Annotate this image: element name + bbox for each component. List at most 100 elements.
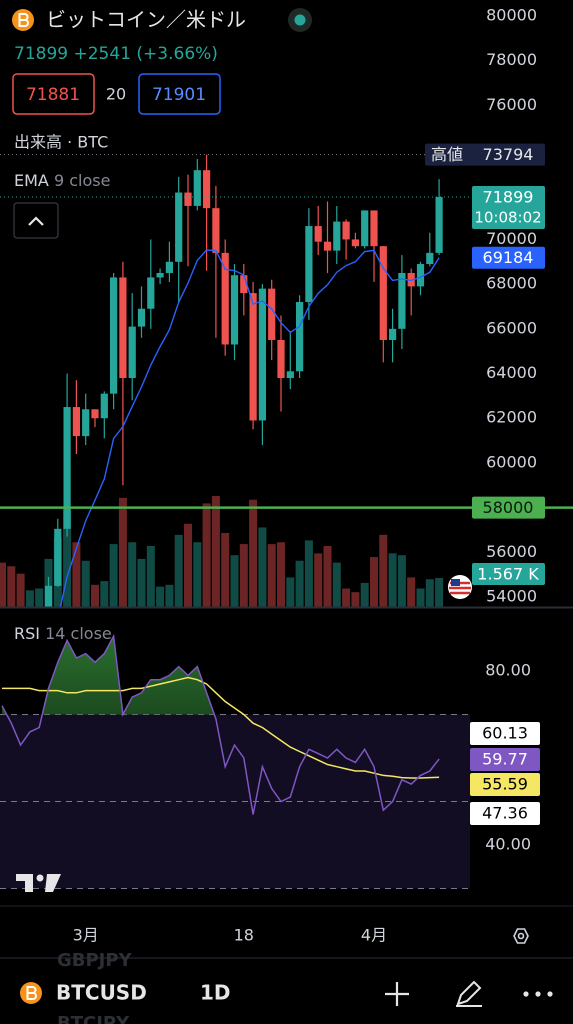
symbol-icon <box>12 9 34 31</box>
candle-body <box>268 288 276 341</box>
candle-body <box>258 288 266 421</box>
candle-body <box>184 192 192 206</box>
last-price: 71899 <box>483 188 534 207</box>
volume-bar <box>0 562 6 607</box>
rsi-ma-line <box>2 676 440 779</box>
candle-body <box>91 409 99 419</box>
add-button[interactable] <box>385 982 409 1006</box>
price-change: 71899 +2541 (+3.66%) <box>14 44 218 64</box>
y-tick-label: 76000 <box>486 95 537 114</box>
y-tick-label: 40.00 <box>485 835 531 854</box>
buy-button[interactable]: 71901 <box>138 73 221 115</box>
candle-body <box>203 170 211 209</box>
more-button[interactable] <box>523 991 553 997</box>
value-label-box <box>470 748 540 771</box>
symbol: BTCUSD <box>56 981 147 1005</box>
y-tick-label: 80000 <box>486 6 537 25</box>
price-label-box <box>472 186 545 230</box>
bid-price: 71881 <box>26 85 80 105</box>
volume-bar <box>91 584 99 607</box>
candle-body <box>416 264 425 287</box>
overlay: 58000 80000 78000 76000 70000 68000 66000 64000… <box>0 6 573 606</box>
ema-legend: EMA 9 close <box>14 171 110 190</box>
volume-bar <box>118 497 127 607</box>
volume-bar <box>425 579 434 607</box>
volume-bar <box>332 562 341 607</box>
volume-bar <box>109 544 118 607</box>
volume-bar <box>286 577 295 607</box>
volume-bar <box>277 542 285 607</box>
volume-bar <box>351 592 360 607</box>
candle-body <box>165 261 173 273</box>
volume-bar <box>267 544 276 607</box>
x-tick-label: 3月 <box>73 926 99 945</box>
volume-bar <box>81 560 90 607</box>
volume-bar <box>304 540 313 607</box>
candle-body <box>351 239 359 247</box>
y-tick-label: 56000 <box>486 542 537 561</box>
candle-body <box>305 226 313 303</box>
countdown: 10:08:02 <box>474 209 541 227</box>
candle-body <box>230 275 239 345</box>
candle-body <box>314 226 322 242</box>
volume-bar <box>407 577 416 607</box>
value-label-box <box>470 773 540 796</box>
volume-bar <box>221 533 230 607</box>
candle-body <box>156 272 164 278</box>
ema-value: 69184 <box>483 248 534 267</box>
price-label-box <box>472 563 545 585</box>
y-tick-label: 78000 <box>486 50 537 69</box>
hline-price: 58000 <box>483 498 534 517</box>
candle-body <box>398 272 406 329</box>
symbol-button[interactable]: BTCUSD <box>20 981 147 1005</box>
volume-bar <box>323 545 332 607</box>
event-icon <box>448 575 472 599</box>
candle-body <box>128 326 136 379</box>
candle-body <box>72 407 80 437</box>
candle-body <box>249 293 257 421</box>
y-tick-label: 70000 <box>486 229 537 248</box>
sell-button[interactable]: 71881 <box>12 73 95 115</box>
rsi-overbought-fill <box>2 636 440 715</box>
value-label-box <box>470 802 540 825</box>
candle-body <box>54 528 62 586</box>
volume-bar <box>156 586 165 607</box>
last-price: 71899 <box>14 44 68 64</box>
volume-bar <box>239 544 248 607</box>
candle-body <box>426 252 434 265</box>
y-tick-label: 66000 <box>486 318 537 337</box>
candle-body <box>361 210 369 247</box>
interval-button[interactable]: 1D <box>200 981 231 1005</box>
y-tick-label: 54000 <box>486 587 537 606</box>
rsi-value-label: 47.36 <box>482 804 528 823</box>
candle-body <box>147 277 155 309</box>
x-tick-label: 4月 <box>361 926 387 945</box>
volume-bar <box>100 581 109 607</box>
volume-bar <box>360 582 369 607</box>
rsi-title: RSI <box>14 624 40 643</box>
volume-bar <box>230 555 239 607</box>
y-tick-label: 80.00 <box>485 661 531 680</box>
volume-legend: 出来高 · BTC <box>14 133 108 152</box>
volume-bar <box>128 542 137 607</box>
settings-button[interactable] <box>513 928 529 944</box>
candle-body <box>63 407 71 529</box>
high-label: 高値 <box>431 145 463 164</box>
ema-name: EMA <box>14 171 49 190</box>
volume-bar <box>211 496 220 607</box>
candle-body <box>389 328 397 341</box>
volume-bar <box>137 558 146 607</box>
draw-button[interactable] <box>456 980 482 1007</box>
ghost-symbol: GBPJPY <box>57 950 133 971</box>
change: +2541 <box>74 44 132 64</box>
candle-body <box>323 241 332 251</box>
volume-bar <box>7 566 16 607</box>
collapse-button[interactable] <box>13 202 59 239</box>
rsi-params: 14 close <box>45 624 112 643</box>
volume-bar <box>174 534 183 607</box>
volume-bar <box>258 527 267 607</box>
price-label-box <box>425 143 545 166</box>
rsi-line <box>1 633 440 815</box>
volume-bar <box>184 523 192 607</box>
volume-bar <box>397 555 406 607</box>
